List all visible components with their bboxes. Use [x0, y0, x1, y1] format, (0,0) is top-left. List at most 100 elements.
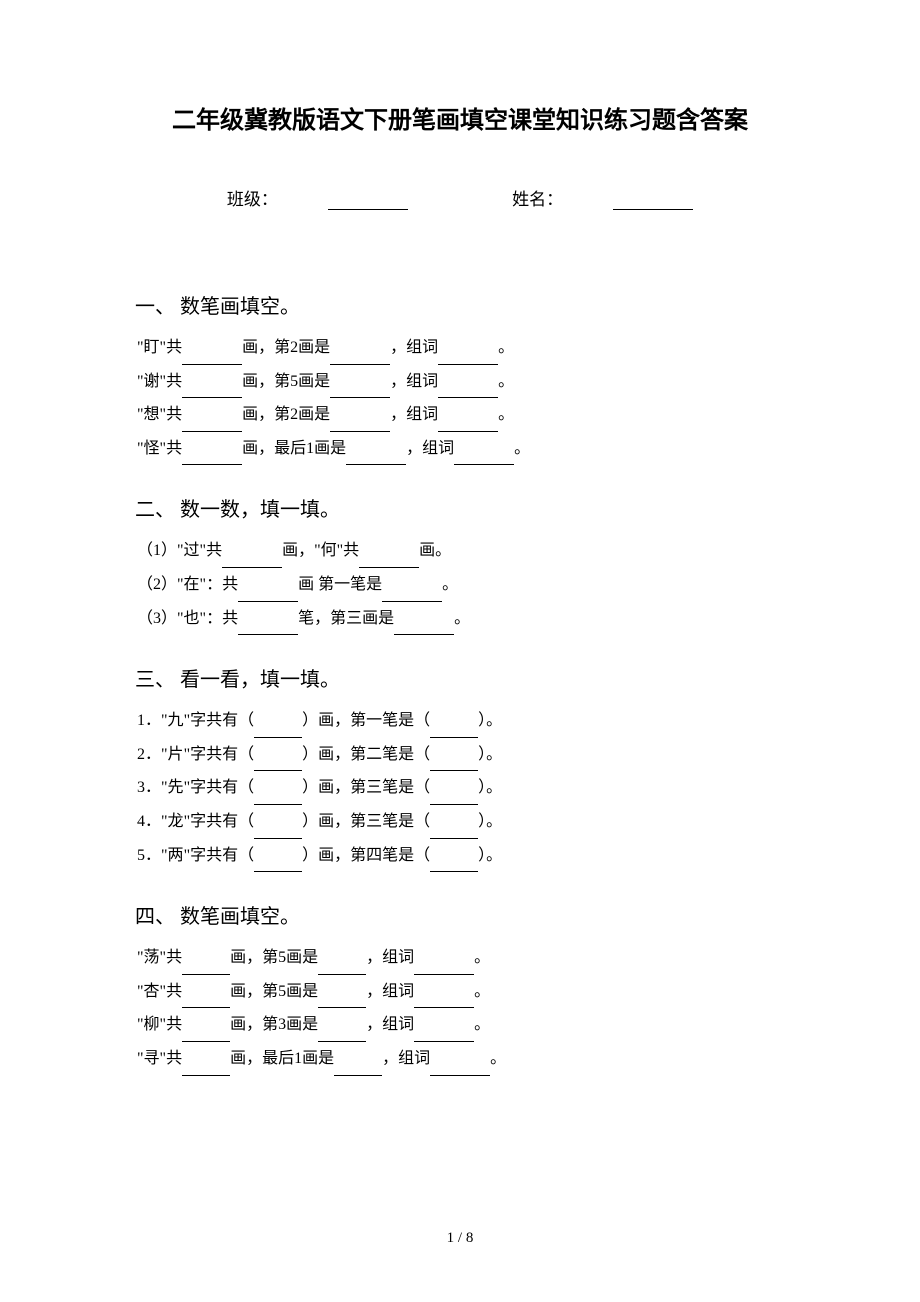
section1-line-2: "谢"共画，第5画是，组词。	[137, 365, 785, 399]
text: ，组词	[406, 440, 454, 457]
text: 。	[454, 610, 470, 627]
char: 两	[168, 847, 184, 864]
blank	[254, 752, 302, 771]
text: 。	[442, 576, 458, 593]
char: 片	[168, 746, 184, 763]
blank	[182, 956, 230, 975]
text: 画，第5画是	[242, 373, 330, 390]
char: 杏	[144, 983, 160, 1000]
section4-line-4: "寻"共画，最后1画是，组词。	[137, 1042, 785, 1076]
blank	[254, 819, 302, 838]
blank	[182, 446, 242, 465]
text: 。	[498, 373, 514, 390]
char: 盯	[144, 339, 160, 356]
text: 。	[498, 406, 514, 423]
blank	[330, 379, 390, 398]
text: ）画，第二笔是（	[302, 746, 430, 763]
text: （1）"过"共	[137, 542, 222, 559]
char: 龙	[168, 813, 184, 830]
text: ，组词	[382, 1050, 430, 1067]
blank	[254, 853, 302, 872]
text: ）。	[478, 712, 502, 729]
section2-line-3: （3）"也"：共笔，第三画是。	[137, 602, 785, 636]
text: ，组词	[366, 949, 414, 966]
text: ）。	[478, 779, 502, 796]
blank	[454, 446, 514, 465]
blank	[222, 549, 282, 568]
section2-line-2: （2）"在"：共画 第一笔是。	[137, 568, 785, 602]
text: ）。	[478, 847, 502, 864]
blank	[182, 413, 242, 432]
text: ）画，第三笔是（	[302, 813, 430, 830]
blank	[430, 819, 478, 838]
char: 怪	[144, 440, 160, 457]
text: ）画，第三笔是（	[302, 779, 430, 796]
blank	[330, 413, 390, 432]
blank	[334, 1056, 382, 1075]
char: 谢	[144, 373, 160, 390]
name-label: 姓名：	[512, 190, 563, 209]
section1-line-1: "盯"共画，第2画是，组词。	[137, 331, 785, 365]
blank	[346, 446, 406, 465]
section3-line-4: 4．"龙"字共有（）画，第三笔是（）。	[137, 805, 785, 839]
blank	[430, 719, 478, 738]
blank	[182, 1023, 230, 1042]
class-blank	[328, 190, 408, 210]
blank	[238, 616, 298, 635]
section1-line-4: "怪"共画，最后1画是，组词。	[137, 432, 785, 466]
num: 3．	[137, 779, 161, 796]
text: 。	[474, 1016, 490, 1033]
num: 4．	[137, 813, 161, 830]
blank	[182, 1056, 230, 1075]
blank	[430, 752, 478, 771]
blank	[438, 413, 498, 432]
text: ，组词	[366, 983, 414, 1000]
section3-line-5: 5．"两"字共有（）画，第四笔是（）。	[137, 839, 785, 873]
char: 九	[168, 712, 184, 729]
blank	[414, 1023, 474, 1042]
text: （3）"也"：共	[137, 610, 238, 627]
section3-line-3: 3．"先"字共有（）画，第三笔是（）。	[137, 771, 785, 805]
text: 画，第5画是	[230, 949, 318, 966]
num: 5．	[137, 847, 161, 864]
class-label: 班级：	[227, 190, 278, 209]
text: 。	[514, 440, 530, 457]
section3-header: 三、 看一看，填一填。	[135, 663, 785, 692]
text: 画，"何"共	[282, 542, 359, 559]
blank	[254, 786, 302, 805]
blank	[182, 989, 230, 1008]
num: 1．	[137, 712, 161, 729]
text: 画，最后1画是	[230, 1050, 334, 1067]
text: ）画，第四笔是（	[302, 847, 430, 864]
text: 画，第2画是	[242, 339, 330, 356]
char: 荡	[144, 949, 160, 966]
text: 画，第2画是	[242, 406, 330, 423]
text: 画 第一笔是	[298, 576, 382, 593]
char: 柳	[144, 1016, 160, 1033]
section4-line-2: "杏"共画，第5画是，组词。	[137, 975, 785, 1009]
section4-line-1: "荡"共画，第5画是，组词。	[137, 941, 785, 975]
blank	[414, 989, 474, 1008]
blank	[318, 989, 366, 1008]
text: ，组词	[390, 339, 438, 356]
blank	[382, 582, 442, 601]
text: ，组词	[390, 406, 438, 423]
text: ）画，第一笔是（	[302, 712, 430, 729]
text: 。	[498, 339, 514, 356]
text: 。	[490, 1050, 506, 1067]
char: 想	[144, 406, 160, 423]
blank	[238, 582, 298, 601]
blank	[394, 616, 454, 635]
text: ）。	[478, 813, 502, 830]
blank	[438, 345, 498, 364]
num: 2．	[137, 746, 161, 763]
text: 。	[474, 983, 490, 1000]
blank	[414, 956, 474, 975]
section4-header: 四、 数笔画填空。	[135, 900, 785, 929]
blank	[318, 956, 366, 975]
text: ，组词	[366, 1016, 414, 1033]
blank	[438, 379, 498, 398]
blank	[182, 379, 242, 398]
text: ）。	[478, 746, 502, 763]
blank	[254, 719, 302, 738]
